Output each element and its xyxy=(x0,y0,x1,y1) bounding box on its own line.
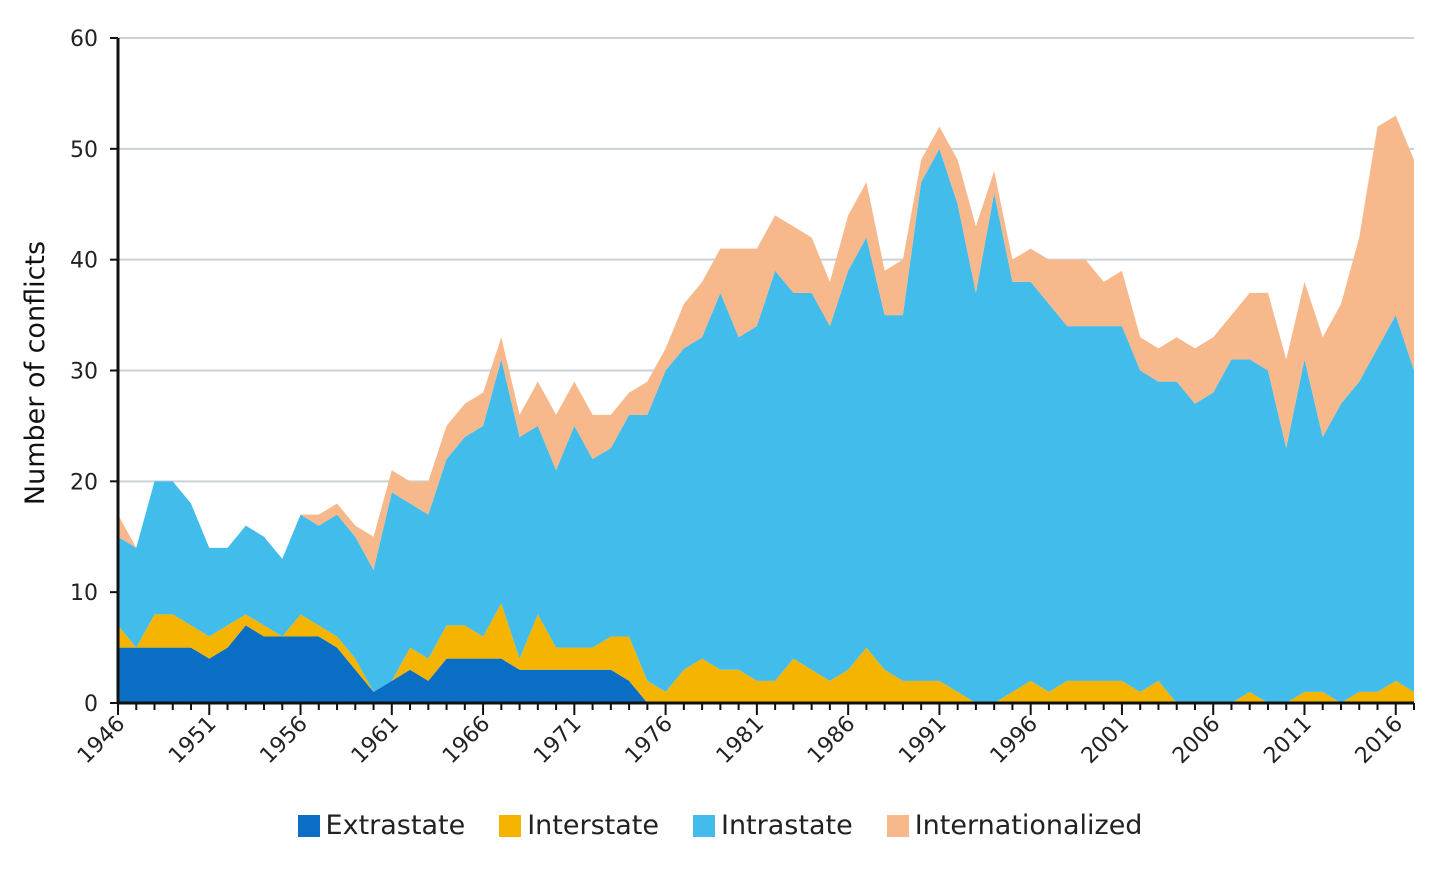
x-tick-label-2001: 2001 xyxy=(1077,712,1134,769)
x-tick-label-1986: 1986 xyxy=(803,712,860,769)
legend: Extrastate Interstate Intrastate Interna… xyxy=(0,810,1440,841)
y-tick-label-0: 0 xyxy=(84,692,98,717)
stacked-area-chart: 0 10 20 30 40 50 60 1946 1951 1956 1961 1966 1971 197… xyxy=(20,27,1415,769)
legend-item-interstate: Interstate xyxy=(499,810,659,841)
legend-swatch-intrastate xyxy=(692,814,715,837)
x-tick-label-1951: 1951 xyxy=(164,712,221,769)
y-tick-label-60: 60 xyxy=(70,27,98,52)
legend-item-extrastate: Extrastate xyxy=(297,810,466,841)
y-tick-label-10: 10 xyxy=(70,581,98,606)
x-tick-label-1971: 1971 xyxy=(529,712,586,769)
legend-label-intrastate: Intrastate xyxy=(720,810,853,841)
legend-label-extrastate: Extrastate xyxy=(325,810,466,841)
legend-swatch-internationalized xyxy=(886,814,909,837)
y-tick-label-30: 30 xyxy=(70,360,98,385)
area-series-group xyxy=(118,115,1414,703)
y-tick-label-20: 20 xyxy=(70,470,98,495)
area-interstate xyxy=(118,603,1414,703)
x-tick-label-2011: 2011 xyxy=(1259,712,1316,769)
x-tick-label-1976: 1976 xyxy=(621,712,678,769)
x-tick-label-1966: 1966 xyxy=(438,712,495,769)
legend-swatch-interstate xyxy=(499,814,522,837)
x-tick-label-1946: 1946 xyxy=(73,712,130,769)
y-tick-label-40: 40 xyxy=(70,249,98,274)
x-tick-label-1961: 1961 xyxy=(347,712,404,769)
area-internationalized xyxy=(118,115,1414,570)
x-tick-label-2016: 2016 xyxy=(1351,712,1408,769)
y-tick-label-50: 50 xyxy=(70,138,98,163)
x-tick-label-1996: 1996 xyxy=(986,712,1043,769)
area-intrastate xyxy=(118,148,1414,703)
legend-item-internationalized: Internationalized xyxy=(886,810,1143,841)
legend-item-intrastate: Intrastate xyxy=(692,810,853,841)
x-tick-label-2006: 2006 xyxy=(1168,712,1225,769)
legend-swatch-extrastate xyxy=(297,814,320,837)
legend-label-interstate: Interstate xyxy=(527,810,659,841)
legend-label-internationalized: Internationalized xyxy=(914,810,1143,841)
area-extrastate xyxy=(118,625,1414,703)
y-axis-title: Number of conflicts xyxy=(20,241,51,505)
x-tick-label-1956: 1956 xyxy=(256,712,313,769)
x-tick-label-1991: 1991 xyxy=(894,712,951,769)
x-tick-label-1981: 1981 xyxy=(712,712,769,769)
